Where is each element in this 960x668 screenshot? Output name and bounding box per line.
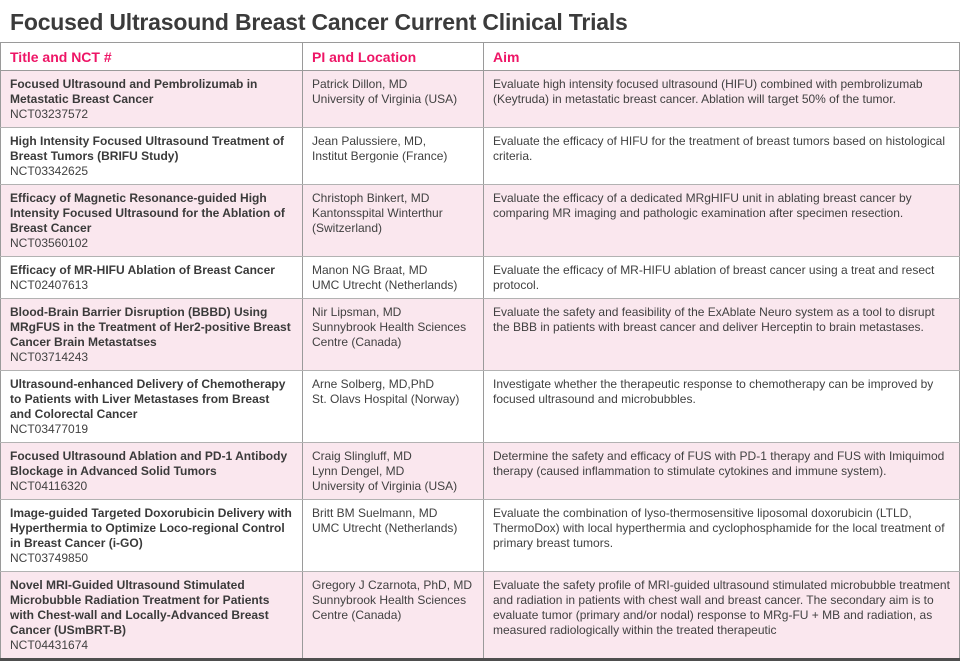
cell-pi-location: Britt BM Suelmann, MD UMC Utrecht (Nethe… xyxy=(302,499,484,572)
table-row: Efficacy of MR-HIFU Ablation of Breast C… xyxy=(0,256,960,299)
trial-nct: NCT03342625 xyxy=(10,164,89,178)
cell-aim: Determine the safety and efficacy of FUS… xyxy=(483,442,960,500)
table-header: Title and NCT # PI and Location Aim xyxy=(0,42,960,71)
table-row: Focused Ultrasound Ablation and PD-1 Ant… xyxy=(0,442,960,500)
table-row: Ultrasound-enhanced Delivery of Chemothe… xyxy=(0,370,960,443)
cell-title-nct: Efficacy of Magnetic Resonance-guided Hi… xyxy=(0,184,303,257)
column-header-aim: Aim xyxy=(483,42,960,71)
trial-title: Focused Ultrasound and Pembrolizumab in … xyxy=(10,77,258,106)
table-row: Focused Ultrasound and Pembrolizumab in … xyxy=(0,70,960,128)
table-row: Efficacy of Magnetic Resonance-guided Hi… xyxy=(0,184,960,257)
trial-nct: NCT03749850 xyxy=(10,551,89,565)
table-body: Focused Ultrasound and Pembrolizumab in … xyxy=(0,70,960,660)
cell-title-nct: Focused Ultrasound and Pembrolizumab in … xyxy=(0,70,303,128)
column-header-pi-location: PI and Location xyxy=(302,42,484,71)
trial-title: Efficacy of Magnetic Resonance-guided Hi… xyxy=(10,191,285,235)
table-row: Novel MRI-Guided Ultrasound Stimulated M… xyxy=(0,571,960,660)
trial-title: Efficacy of MR-HIFU Ablation of Breast C… xyxy=(10,263,275,277)
table-row: Blood-Brain Barrier Disruption (BBBD) Us… xyxy=(0,298,960,371)
cell-aim: Evaluate the efficacy of a dedicated MRg… xyxy=(483,184,960,257)
trial-title: Blood-Brain Barrier Disruption (BBBD) Us… xyxy=(10,305,291,349)
cell-aim: Evaluate the efficacy of MR-HIFU ablatio… xyxy=(483,256,960,299)
trial-title: Image-guided Targeted Doxorubicin Delive… xyxy=(10,506,292,550)
trial-nct: NCT04116320 xyxy=(10,479,88,493)
trial-title: High Intensity Focused Ultrasound Treatm… xyxy=(10,134,285,163)
cell-pi-location: Craig Slingluff, MD Lynn Dengel, MD Univ… xyxy=(302,442,484,500)
cell-aim: Evaluate the combination of lyso-thermos… xyxy=(483,499,960,572)
trial-nct: NCT03237572 xyxy=(10,107,89,121)
trial-nct: NCT03714243 xyxy=(10,350,89,364)
table-row: High Intensity Focused Ultrasound Treatm… xyxy=(0,127,960,185)
cell-title-nct: Focused Ultrasound Ablation and PD-1 Ant… xyxy=(0,442,303,500)
cell-title-nct: Ultrasound-enhanced Delivery of Chemothe… xyxy=(0,370,303,443)
cell-aim: Evaluate the safety and feasibility of t… xyxy=(483,298,960,371)
trial-nct: NCT03477019 xyxy=(10,422,89,436)
cell-title-nct: Novel MRI-Guided Ultrasound Stimulated M… xyxy=(0,571,303,660)
page-title: Focused Ultrasound Breast Cancer Current… xyxy=(10,9,628,35)
cell-title-nct: Image-guided Targeted Doxorubicin Delive… xyxy=(0,499,303,572)
cell-title-nct: Blood-Brain Barrier Disruption (BBBD) Us… xyxy=(0,298,303,371)
cell-pi-location: Christoph Binkert, MD Kantonsspital Wint… xyxy=(302,184,484,257)
trial-title: Focused Ultrasound Ablation and PD-1 Ant… xyxy=(10,449,288,478)
cell-aim: Evaluate the efficacy of HIFU for the tr… xyxy=(483,127,960,185)
header-row: Title and NCT # PI and Location Aim xyxy=(0,42,960,71)
cell-pi-location: Nir Lipsman, MD Sunnybrook Health Scienc… xyxy=(302,298,484,371)
cell-title-nct: Efficacy of MR-HIFU Ablation of Breast C… xyxy=(0,256,303,299)
cell-pi-location: Jean Palussiere, MD, Institut Bergonie (… xyxy=(302,127,484,185)
trial-title: Ultrasound-enhanced Delivery of Chemothe… xyxy=(10,377,286,421)
table-row: Image-guided Targeted Doxorubicin Delive… xyxy=(0,499,960,572)
trial-nct: NCT02407613 xyxy=(10,278,89,292)
cell-pi-location: Gregory J Czarnota, PhD, MD Sunnybrook H… xyxy=(302,571,484,660)
clinical-trials-table: Title and NCT # PI and Location Aim Focu… xyxy=(0,42,960,661)
cell-aim: Evaluate high intensity focused ultrasou… xyxy=(483,70,960,128)
trial-title: Novel MRI-Guided Ultrasound Stimulated M… xyxy=(10,578,270,637)
cell-aim: Evaluate the safety profile of MRI-guide… xyxy=(483,571,960,660)
trial-nct: NCT03560102 xyxy=(10,236,89,250)
cell-title-nct: High Intensity Focused Ultrasound Treatm… xyxy=(0,127,303,185)
trial-nct: NCT04431674 xyxy=(10,638,89,652)
cell-pi-location: Manon NG Braat, MD UMC Utrecht (Netherla… xyxy=(302,256,484,299)
cell-aim: Investigate whether the therapeutic resp… xyxy=(483,370,960,443)
column-header-title-nct: Title and NCT # xyxy=(0,42,303,71)
cell-pi-location: Patrick Dillon, MD University of Virgini… xyxy=(302,70,484,128)
cell-pi-location: Arne Solberg, MD,PhD St. Olavs Hospital … xyxy=(302,370,484,443)
